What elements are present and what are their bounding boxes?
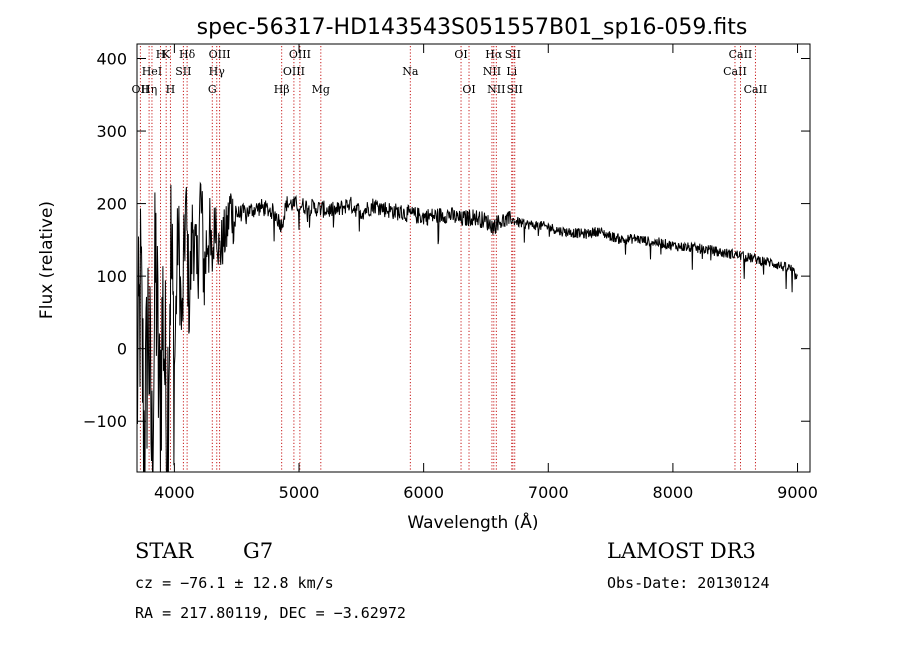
y-tick-label: 400 (96, 50, 127, 69)
line-marker-label: HeI (142, 65, 162, 78)
y-tick-label: 300 (96, 122, 127, 141)
line-marker-label: OI (462, 83, 475, 96)
x-tick-label: 9000 (777, 483, 818, 502)
obs-date-text: Obs-Date: 20130124 (607, 574, 770, 592)
series-group (136, 181, 798, 473)
x-tick-label: 8000 (653, 483, 694, 502)
x-tick-label: 6000 (403, 483, 444, 502)
survey-name: LAMOST DR3 (607, 539, 756, 563)
line-marker-label: SII (507, 83, 523, 96)
line-marker-label: Hγ (209, 65, 226, 78)
line-marker-label: OII (132, 83, 150, 96)
line-marker-label: SII (175, 65, 191, 78)
line-marker-label: OIII (209, 48, 231, 61)
line-marker-label: CaII (723, 65, 747, 78)
line-markers: OIIHηHeIHKHSIIHδGHγOIIIHβOIIIOIIIMgNaOIO… (132, 46, 768, 472)
line-marker-label: H (166, 83, 176, 96)
y-tick-label: 200 (96, 195, 127, 214)
axis-ticks: 4000 5000 6000 7000 8000 9000 −100 0 100 200 300 40… (83, 44, 818, 502)
y-tick-label: 0 (117, 340, 127, 359)
line-marker-label: Mg (312, 83, 330, 96)
radec-text: RA = 217.80119, DEC = −3.62972 (135, 604, 406, 622)
x-tick-label: 5000 (279, 483, 320, 502)
line-marker-label: G (208, 83, 217, 96)
x-tick-label: 4000 (154, 483, 195, 502)
line-marker-label: NII (483, 65, 501, 78)
line-marker-label: Na (402, 65, 419, 78)
line-marker-label: Hβ (274, 83, 290, 96)
plot-frame (136, 43, 811, 473)
line-marker-label: Hα (485, 48, 503, 61)
line-marker-label: CaII (744, 83, 768, 96)
line-marker-label: OI (454, 48, 467, 61)
x-axis-label: Wavelength (Å) (407, 511, 538, 533)
y-tick-label: −100 (83, 412, 127, 431)
line-marker-label: K (162, 48, 171, 61)
x-tick-label: 7000 (528, 483, 569, 502)
y-axis-label: Flux (relative) (37, 201, 57, 319)
spectrum-line (136, 181, 798, 473)
line-marker-label: H (156, 48, 166, 61)
y-tick-label: 100 (96, 267, 127, 286)
object-subclass: G7 (243, 539, 274, 563)
line-marker-label: CaII (729, 48, 753, 61)
line-marker-label: SII (505, 48, 521, 61)
line-marker-label: OIII (283, 65, 305, 78)
chart-title: spec-56317-HD143543S051557B01_sp16-059.f… (197, 15, 748, 40)
line-marker-label: Li (506, 65, 517, 78)
line-marker-label: Hη (141, 83, 157, 96)
redshift-text: cz = −76.1 ± 12.8 km/s (135, 574, 334, 592)
line-marker-label: NII (487, 83, 505, 96)
line-marker-label: OIII (289, 48, 311, 61)
line-marker-label: Hδ (179, 48, 196, 61)
object-class: STAR (135, 539, 194, 563)
